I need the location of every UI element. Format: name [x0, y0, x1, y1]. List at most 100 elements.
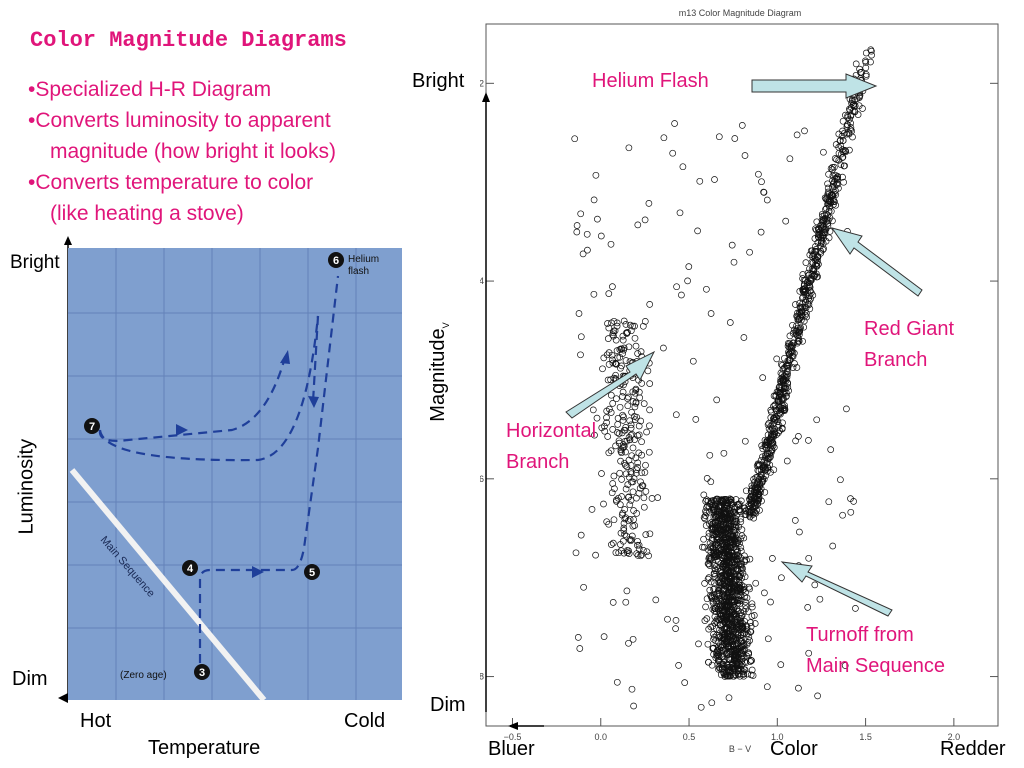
star-point	[821, 228, 829, 236]
bullet-item: •Converts luminosity to apparent	[28, 109, 331, 132]
star-point	[726, 542, 733, 550]
star-point	[813, 218, 821, 226]
star-point	[764, 635, 772, 643]
star-point	[719, 661, 727, 668]
star-point	[827, 446, 835, 453]
star-point	[697, 703, 705, 711]
star-point	[631, 322, 638, 330]
star-point	[714, 565, 722, 573]
star-point	[785, 348, 792, 356]
star-point	[623, 330, 631, 337]
star-point	[758, 478, 766, 485]
star-point	[694, 227, 701, 235]
star-point	[733, 576, 741, 583]
star-point	[784, 383, 792, 391]
star-point	[679, 163, 687, 171]
star-point	[619, 336, 627, 344]
star-point	[712, 552, 720, 559]
helium-flash-hr-label-2: flash	[348, 266, 369, 277]
star-point	[722, 604, 729, 612]
star-point	[829, 542, 837, 550]
star-point	[631, 334, 639, 342]
x-tick-label: 1.5	[859, 732, 872, 742]
star-point	[713, 555, 721, 563]
star-point	[777, 384, 785, 392]
star-point	[641, 318, 649, 325]
star-point	[819, 216, 827, 223]
star-point	[614, 421, 622, 428]
star-point	[832, 201, 840, 209]
star-point	[768, 446, 776, 454]
star-point	[761, 488, 769, 496]
y-tick-label: 12	[480, 78, 484, 88]
star-point	[588, 506, 596, 513]
star-point	[776, 389, 783, 397]
star-point	[778, 424, 786, 432]
star-point	[843, 121, 851, 129]
star-point	[723, 625, 730, 633]
bullet-item: •Converts temperature to color	[28, 171, 314, 194]
star-point	[622, 357, 630, 364]
star-point	[792, 329, 800, 337]
cmd-dim-label: Dim	[430, 694, 466, 716]
star-point	[607, 240, 615, 248]
star-point	[755, 496, 763, 504]
star-point	[636, 394, 644, 402]
star-point	[615, 549, 623, 557]
star-point	[819, 246, 827, 254]
star-point	[735, 667, 743, 674]
star-point	[733, 518, 740, 526]
star-point	[716, 496, 724, 504]
star-point	[618, 493, 625, 500]
star-point	[833, 180, 840, 188]
turnoff-label: Turnoff from Main Sequence	[806, 620, 945, 682]
star-point	[855, 102, 863, 110]
star-point	[642, 488, 650, 495]
star-point	[638, 380, 646, 387]
star-point	[710, 635, 717, 643]
star-point	[730, 565, 738, 572]
star-point	[599, 365, 606, 373]
star-point	[707, 310, 715, 317]
star-point	[792, 327, 800, 335]
star-point	[629, 444, 637, 452]
cmd-bright-label: Bright	[412, 70, 465, 92]
star-point	[775, 429, 782, 437]
star-point	[770, 466, 778, 474]
star-point	[622, 485, 630, 493]
star-point	[784, 362, 791, 369]
star-point	[797, 304, 805, 311]
star-point	[724, 583, 732, 590]
star-point	[711, 619, 718, 627]
star-point	[641, 469, 649, 476]
star-point	[781, 407, 788, 415]
star-point	[743, 556, 750, 564]
star-point	[621, 459, 628, 467]
main-sequence-label: Main Sequence	[98, 534, 157, 600]
star-point	[746, 658, 754, 665]
star-point	[852, 605, 859, 612]
star-point	[613, 322, 621, 330]
star-point	[725, 694, 733, 702]
star-point	[592, 551, 599, 559]
star-point	[796, 528, 803, 536]
star-point	[836, 137, 844, 145]
star-point	[719, 563, 726, 571]
star-point	[774, 424, 782, 431]
star-point	[819, 232, 827, 240]
star-point	[739, 668, 747, 676]
star-point	[631, 403, 639, 411]
star-point	[637, 348, 645, 355]
star-point	[646, 301, 654, 308]
star-point	[793, 364, 801, 371]
star-point	[728, 552, 736, 560]
star-point	[820, 225, 828, 233]
star-point	[737, 612, 745, 620]
stage-5-label: 5	[309, 567, 315, 579]
star-point	[745, 650, 753, 658]
star-point	[760, 189, 768, 196]
star-point	[802, 259, 810, 266]
star-point	[622, 470, 630, 478]
star-point	[625, 639, 632, 647]
star-point	[660, 134, 668, 142]
